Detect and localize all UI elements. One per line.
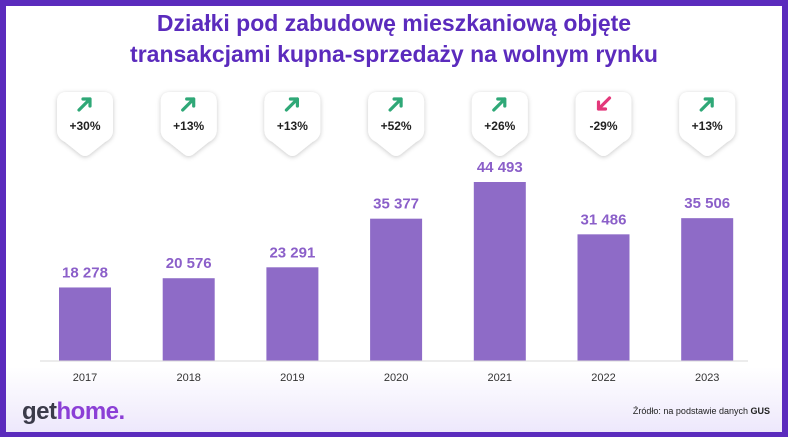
bottom-gradient [0, 367, 788, 437]
logo-text-get: get [22, 398, 57, 425]
source-gus: GUS [750, 406, 770, 416]
x-tick-2021: 2021 [488, 372, 512, 384]
badge-bubble [264, 92, 321, 156]
value-label-2019: 23 291 [269, 244, 315, 261]
bar-2019 [266, 267, 319, 361]
change-badge-2021: +26% [471, 92, 528, 156]
arrow-up-right-icon [77, 97, 92, 112]
chart-title: Działki pod zabudowę mieszkaniową objęte… [0, 8, 788, 70]
change-badge-2017: +30% [57, 92, 113, 156]
x-tick-2022: 2022 [591, 372, 615, 384]
bar-2017 [59, 287, 111, 361]
x-tick-2020: 2020 [384, 372, 408, 384]
bar-2022 [577, 234, 630, 361]
arrow-up-right-icon [492, 97, 507, 112]
badge-bubble [57, 92, 113, 156]
x-tick-2019: 2019 [280, 372, 304, 384]
x-tick-2017: 2017 [73, 372, 97, 384]
change-badge-2023: +13% [679, 92, 736, 156]
gethome-logo: gethome. [22, 398, 125, 426]
bar-2018 [162, 278, 215, 361]
x-tick-2023: 2023 [695, 372, 719, 384]
change-label-2018: +13% [173, 119, 204, 133]
bar-2020 [370, 218, 423, 361]
change-label-2017: +30% [69, 119, 100, 133]
chart-title-line-1: Działki pod zabudowę mieszkaniową objęte [156, 10, 632, 36]
change-label-2022: -29% [589, 119, 617, 133]
change-badge-2020: +52% [368, 92, 425, 156]
change-badge-2018: +13% [160, 92, 217, 156]
value-label-2018: 20 576 [166, 255, 212, 272]
badge-bubble [368, 92, 425, 156]
bars: 18 278 20 576 23 291 35 377 44 493 31 486 35 5… [59, 159, 734, 361]
x-axis-labels: 2017 2018 2019 2020 2021 2022 2023 [73, 372, 720, 384]
arrow-down-left-icon [596, 96, 612, 111]
source-prefix: Źródło: na podstawie danych [632, 406, 751, 416]
change-badge-2022: -29% [575, 92, 632, 156]
logo-text-home: home. [56, 398, 126, 425]
arrow-up-right-icon [388, 97, 403, 112]
badge-bubble [575, 92, 632, 156]
change-label-2023: +13% [692, 119, 723, 133]
arrow-up-right-icon [699, 97, 714, 112]
badge-bubble [160, 92, 217, 156]
value-label-2017: 18 278 [62, 264, 108, 281]
chart-title-line-2: transakcjami kupna-sprzedaży na wolnym r… [130, 41, 658, 67]
change-label-2020: +52% [381, 119, 412, 133]
badge-bubble [679, 92, 736, 156]
x-tick-2018: 2018 [176, 372, 200, 384]
change-label-2021: +26% [484, 119, 515, 133]
badge-bubble [471, 92, 528, 156]
arrow-up-right-icon [284, 97, 299, 112]
source-note: Źródło: na podstawie danych GUS [633, 406, 770, 416]
value-label-2021: 44 493 [477, 159, 523, 176]
bar-2021 [473, 182, 526, 361]
value-label-2022: 31 486 [581, 211, 627, 228]
arrow-up-right-icon [181, 97, 196, 112]
change-badge-2019: +13% [264, 92, 321, 156]
value-label-2020: 35 377 [373, 196, 419, 213]
value-label-2023: 35 506 [684, 195, 730, 212]
bar-2023 [681, 218, 734, 361]
change-label-2019: +13% [277, 119, 308, 133]
change-badges: +30% +13% +13% +52% +26% -29% +13% [57, 92, 736, 156]
